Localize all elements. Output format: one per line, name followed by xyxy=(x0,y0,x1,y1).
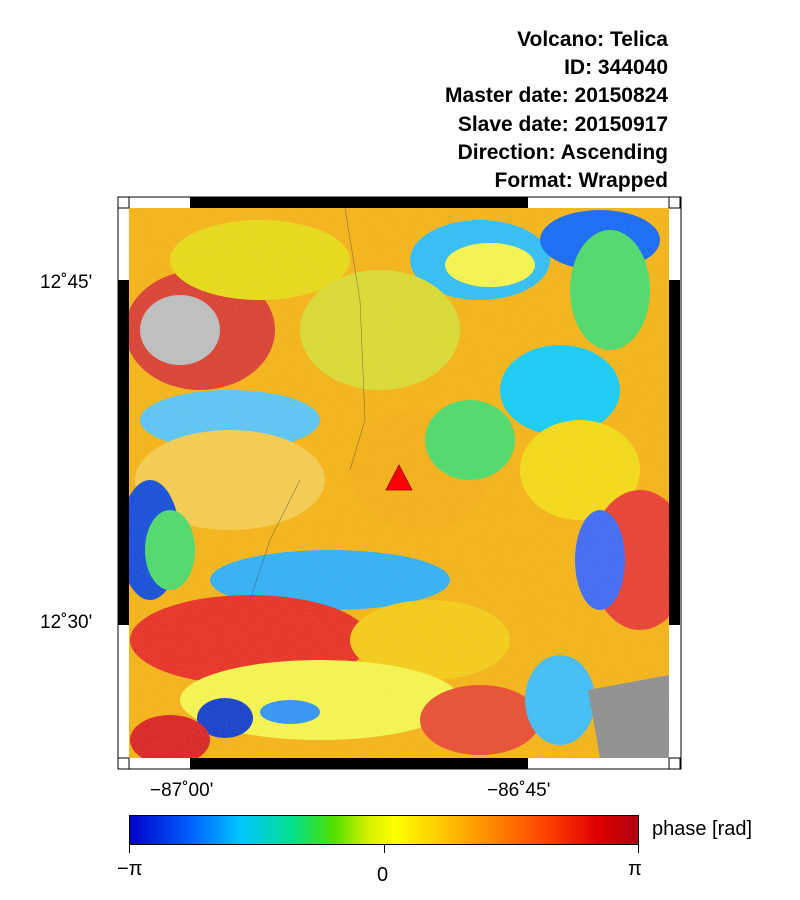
colorbar-tick-mid xyxy=(384,845,385,853)
colorbar-max-label: π xyxy=(628,858,642,880)
interferogram-id: ID: 344040 xyxy=(564,56,668,80)
colorbar-tick-min xyxy=(129,845,130,853)
colorbar-tick-max xyxy=(638,845,639,853)
map-metadata: Volcano: Telica ID: 344040 Master date: … xyxy=(268,26,668,195)
colorbar-title: phase [rad] xyxy=(652,818,753,840)
volcano-name: Volcano: Telica xyxy=(517,28,668,51)
lon-label-right: −86˚45' xyxy=(487,780,551,801)
slave-date: Slave date: 20150917 xyxy=(457,112,668,136)
volcano-triangle-icon xyxy=(385,464,413,491)
colorbar-gradient xyxy=(129,815,639,845)
lon-label-left: −87˚00' xyxy=(150,780,214,801)
colorbar xyxy=(129,815,639,845)
lat-label-top: 12˚45' xyxy=(40,272,93,293)
master-date: Master date: 20150824 xyxy=(445,84,668,108)
phase-format: Format: Wrapped xyxy=(494,169,668,193)
lat-label-bottom: 12˚30' xyxy=(40,612,93,633)
interferogram xyxy=(129,208,669,758)
colorbar-mid-label: 0 xyxy=(377,864,389,886)
colorbar-min-label: −π xyxy=(117,858,143,880)
orbit-direction: Direction: Ascending xyxy=(457,140,668,164)
